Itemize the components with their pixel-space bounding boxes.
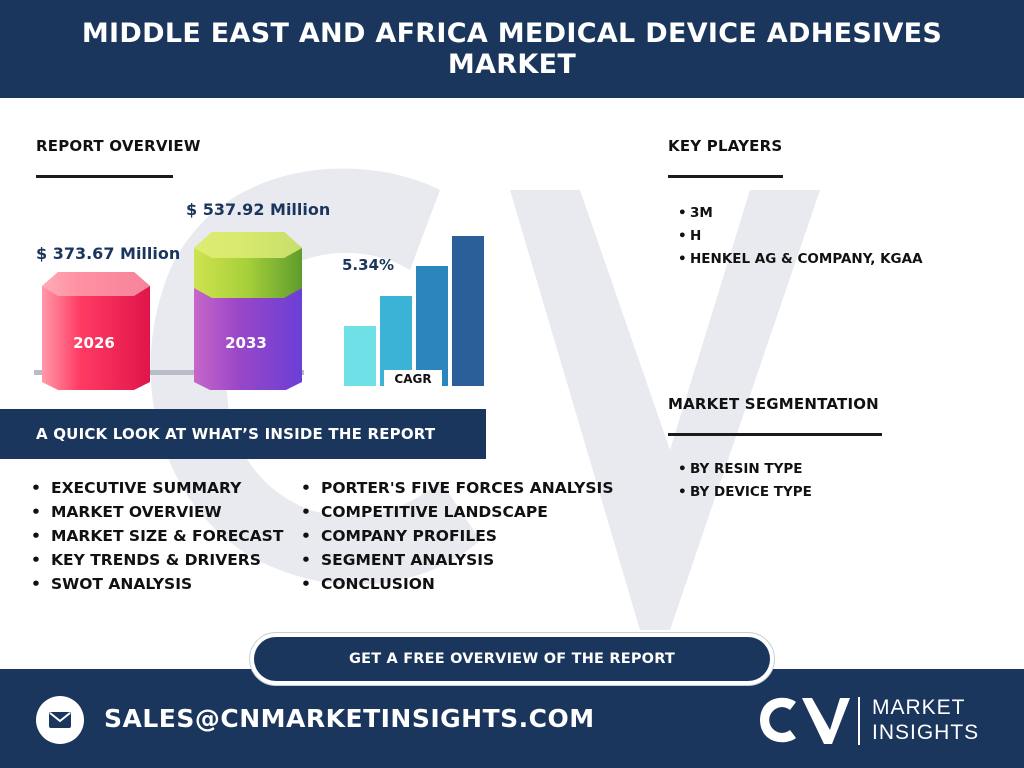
list-item: CONCLUSION [301,572,613,596]
cn-logo-icon [760,697,850,744]
page-title: MIDDLE EAST AND AFRICA MEDICAL DEVICE AD… [81,18,943,80]
list-item: HENKEL AG & COMPANY, KGAA [678,248,923,271]
cagr-bars-graphic [344,236,484,386]
list-item: SEGMENT ANALYSIS [301,548,613,572]
key-players-title: KEY PLAYERS [668,137,783,155]
cagr-label: CAGR [384,370,442,388]
prism-2033 [194,270,302,390]
logo-wordmark: MARKET INSIGHTS [872,695,979,745]
sales-email-link[interactable]: SALES@CNMARKETINSIGHTS.COM [104,704,595,733]
list-item: COMPANY PROFILES [301,524,613,548]
contents-list-left: EXECUTIVE SUMMARY MARKET OVERVIEW MARKET… [31,476,283,596]
cagr-bar-4 [452,236,484,386]
cagr-value: 5.34% [342,256,395,274]
contents-list-right: PORTER'S FIVE FORCES ANALYSIS COMPETITIV… [301,476,613,596]
key-players-list: 3M H HENKEL AG & COMPANY, KGAA [678,202,923,271]
cagr-bar-3 [416,266,448,386]
prism-2026 [42,272,150,390]
market-segmentation-underline [668,433,882,436]
logo-divider [858,697,860,745]
prism-base-line [34,370,304,375]
year-2026-label: 2026 [73,334,115,352]
report-overview-underline [36,175,173,178]
value-2026-label: $ 373.67 Million [36,244,181,263]
list-item: BY RESIN TYPE [678,458,812,481]
year-2033-label: 2033 [225,334,267,352]
logo-line-market: MARKET [872,696,966,719]
quick-look-banner: A QUICK LOOK AT WHAT’S INSIDE THE REPORT [0,409,486,459]
list-item: PORTER'S FIVE FORCES ANALYSIS [301,476,613,500]
list-item: SWOT ANALYSIS [31,572,283,596]
list-item: H [678,225,923,248]
list-item: EXECUTIVE SUMMARY [31,476,283,500]
cagr-bar-1 [344,326,376,386]
email-icon-circle[interactable] [36,696,84,744]
list-item: COMPETITIVE LANDSCAPE [301,500,613,524]
key-players-underline [668,175,783,178]
quick-look-title: A QUICK LOOK AT WHAT’S INSIDE THE REPORT [36,425,436,443]
list-item: KEY TRENDS & DRIVERS [31,548,283,572]
free-overview-button[interactable]: GET A FREE OVERVIEW OF THE REPORT [254,637,770,681]
value-2033-label: $ 537.92 Million [186,200,331,219]
list-item: MARKET OVERVIEW [31,500,283,524]
market-segmentation-title: MARKET SEGMENTATION [668,395,879,413]
header-banner: MIDDLE EAST AND AFRICA MEDICAL DEVICE AD… [0,0,1024,98]
mail-icon [49,712,71,728]
segmentation-list: BY RESIN TYPE BY DEVICE TYPE [678,458,812,504]
growth-prisms-graphic [34,232,304,390]
report-overview-title: REPORT OVERVIEW [36,137,201,155]
list-item: 3M [678,202,923,225]
list-item: MARKET SIZE & FORECAST [31,524,283,548]
logo-line-insights: INSIGHTS [872,721,980,744]
list-item: BY DEVICE TYPE [678,481,812,504]
